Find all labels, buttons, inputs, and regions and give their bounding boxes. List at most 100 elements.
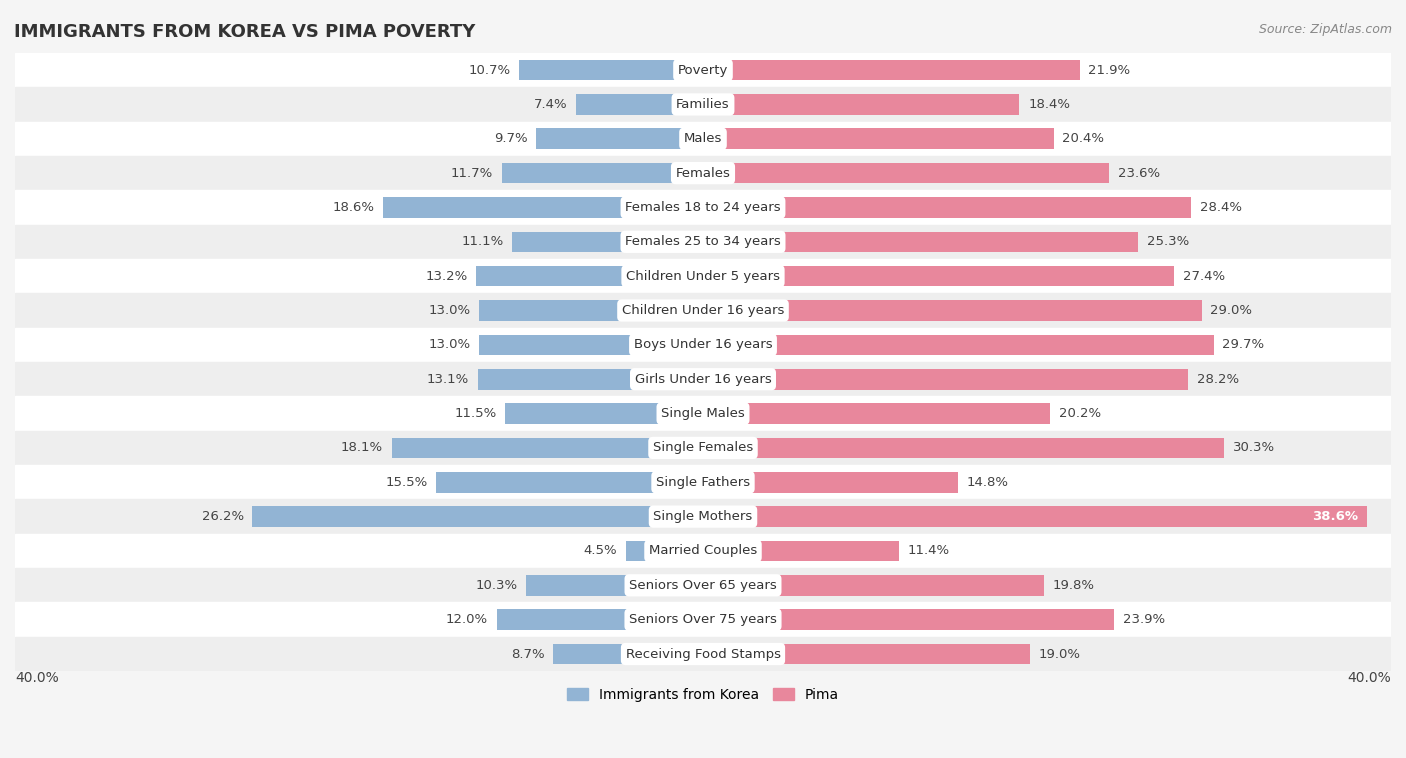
- Bar: [479, 300, 703, 321]
- Bar: [519, 60, 703, 80]
- Bar: [15, 224, 1391, 259]
- Text: 26.2%: 26.2%: [201, 510, 243, 523]
- Bar: [15, 568, 1391, 603]
- Text: Females: Females: [675, 167, 731, 180]
- Text: 14.8%: 14.8%: [966, 476, 1008, 489]
- Bar: [554, 644, 703, 664]
- Text: 19.8%: 19.8%: [1052, 579, 1094, 592]
- Bar: [479, 334, 703, 356]
- Text: 18.4%: 18.4%: [1028, 98, 1070, 111]
- Text: 23.9%: 23.9%: [1122, 613, 1164, 626]
- Bar: [15, 121, 1391, 156]
- Bar: [703, 128, 1054, 149]
- Bar: [436, 472, 703, 493]
- Bar: [478, 369, 703, 390]
- Bar: [496, 609, 703, 630]
- Text: Single Males: Single Males: [661, 407, 745, 420]
- Bar: [15, 362, 1391, 396]
- Bar: [703, 266, 1174, 287]
- Text: 20.4%: 20.4%: [1063, 133, 1105, 146]
- Text: 11.7%: 11.7%: [451, 167, 494, 180]
- Text: 18.6%: 18.6%: [332, 201, 374, 214]
- Text: 30.3%: 30.3%: [1233, 441, 1275, 454]
- Bar: [575, 94, 703, 114]
- Bar: [526, 575, 703, 596]
- Text: Males: Males: [683, 133, 723, 146]
- Text: 13.0%: 13.0%: [429, 304, 471, 317]
- Text: Single Females: Single Females: [652, 441, 754, 454]
- Bar: [15, 603, 1391, 637]
- Text: 25.3%: 25.3%: [1147, 235, 1189, 249]
- Text: Poverty: Poverty: [678, 64, 728, 77]
- Text: Single Mothers: Single Mothers: [654, 510, 752, 523]
- Bar: [512, 231, 703, 252]
- Bar: [15, 327, 1391, 362]
- Bar: [15, 465, 1391, 500]
- Text: Seniors Over 75 years: Seniors Over 75 years: [628, 613, 778, 626]
- Text: 28.2%: 28.2%: [1197, 373, 1239, 386]
- Text: Females 25 to 34 years: Females 25 to 34 years: [626, 235, 780, 249]
- Bar: [15, 534, 1391, 568]
- Bar: [703, 644, 1029, 664]
- Text: 21.9%: 21.9%: [1088, 64, 1130, 77]
- Text: 9.7%: 9.7%: [494, 133, 527, 146]
- Bar: [502, 163, 703, 183]
- Text: IMMIGRANTS FROM KOREA VS PIMA POVERTY: IMMIGRANTS FROM KOREA VS PIMA POVERTY: [14, 23, 475, 41]
- Text: 10.7%: 10.7%: [468, 64, 510, 77]
- Bar: [703, 472, 957, 493]
- Bar: [703, 60, 1080, 80]
- Bar: [703, 300, 1202, 321]
- Text: Girls Under 16 years: Girls Under 16 years: [634, 373, 772, 386]
- Bar: [703, 506, 1367, 527]
- Text: Married Couples: Married Couples: [650, 544, 756, 557]
- Text: 28.4%: 28.4%: [1201, 201, 1241, 214]
- Text: 27.4%: 27.4%: [1182, 270, 1225, 283]
- Bar: [703, 163, 1109, 183]
- Bar: [15, 259, 1391, 293]
- Text: 40.0%: 40.0%: [1347, 671, 1391, 685]
- Text: 19.0%: 19.0%: [1039, 647, 1080, 660]
- Bar: [703, 575, 1043, 596]
- Text: 8.7%: 8.7%: [512, 647, 544, 660]
- Bar: [505, 403, 703, 424]
- Bar: [15, 53, 1391, 87]
- Bar: [15, 431, 1391, 465]
- Text: 13.0%: 13.0%: [429, 338, 471, 352]
- Bar: [15, 87, 1391, 121]
- Bar: [703, 231, 1139, 252]
- Bar: [703, 540, 898, 561]
- Text: 29.0%: 29.0%: [1211, 304, 1253, 317]
- Text: Single Fathers: Single Fathers: [657, 476, 749, 489]
- Legend: Immigrants from Korea, Pima: Immigrants from Korea, Pima: [561, 682, 845, 707]
- Text: 40.0%: 40.0%: [15, 671, 59, 685]
- Text: Children Under 16 years: Children Under 16 years: [621, 304, 785, 317]
- Text: Source: ZipAtlas.com: Source: ZipAtlas.com: [1258, 23, 1392, 36]
- Text: 10.3%: 10.3%: [475, 579, 517, 592]
- Text: Females 18 to 24 years: Females 18 to 24 years: [626, 201, 780, 214]
- Text: 18.1%: 18.1%: [340, 441, 382, 454]
- Text: 12.0%: 12.0%: [446, 613, 488, 626]
- Text: 13.1%: 13.1%: [427, 373, 470, 386]
- Text: Seniors Over 65 years: Seniors Over 65 years: [628, 579, 778, 592]
- Text: Receiving Food Stamps: Receiving Food Stamps: [626, 647, 780, 660]
- Bar: [703, 94, 1019, 114]
- Bar: [15, 500, 1391, 534]
- Text: 7.4%: 7.4%: [533, 98, 567, 111]
- Bar: [626, 540, 703, 561]
- Text: 20.2%: 20.2%: [1059, 407, 1101, 420]
- Text: 13.2%: 13.2%: [425, 270, 467, 283]
- Text: 11.5%: 11.5%: [454, 407, 496, 420]
- Bar: [703, 437, 1225, 459]
- Text: 11.4%: 11.4%: [908, 544, 950, 557]
- Text: 11.1%: 11.1%: [461, 235, 503, 249]
- Bar: [703, 334, 1213, 356]
- Bar: [392, 437, 703, 459]
- Bar: [382, 197, 703, 218]
- Text: 23.6%: 23.6%: [1118, 167, 1160, 180]
- Bar: [15, 190, 1391, 224]
- Bar: [15, 293, 1391, 327]
- Text: Families: Families: [676, 98, 730, 111]
- Bar: [703, 609, 1114, 630]
- Bar: [15, 156, 1391, 190]
- Text: 15.5%: 15.5%: [385, 476, 427, 489]
